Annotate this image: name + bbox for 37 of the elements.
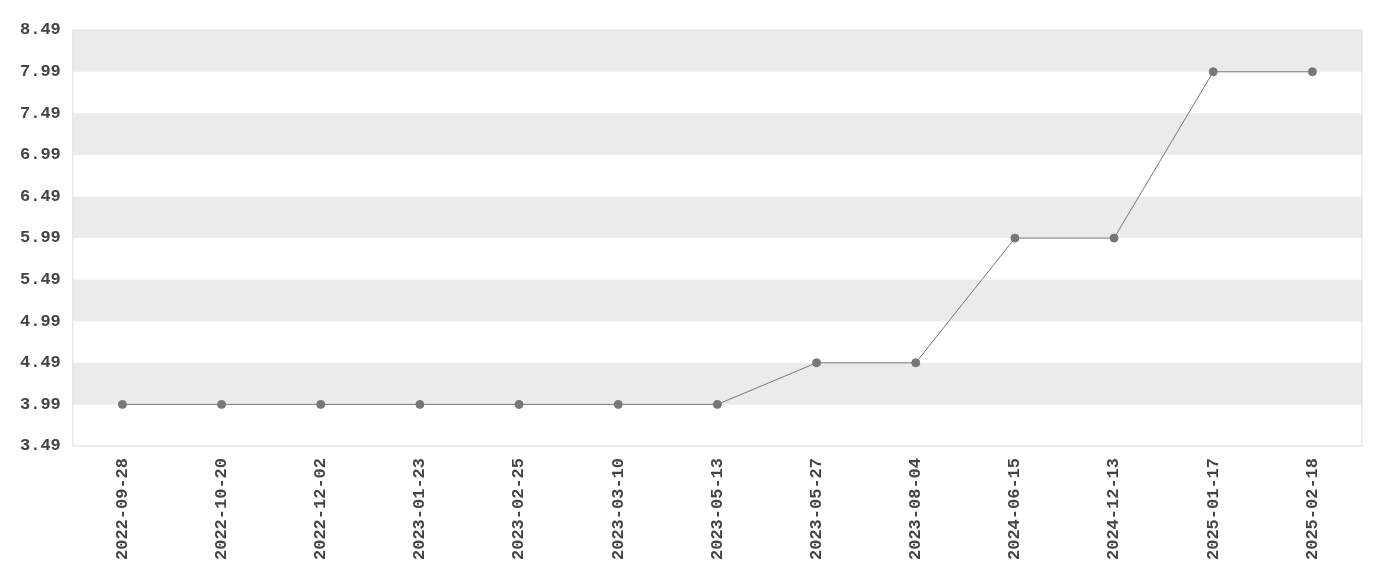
y-tick-label: 7.49 [19,103,61,123]
y-tick-label: 8.49 [19,20,61,40]
x-tick-label: 2023-02-25 [509,457,529,561]
point [613,399,623,409]
point [712,399,722,409]
point [1307,67,1317,77]
y-tick-label: 7.99 [19,62,61,82]
point [812,358,822,368]
point [911,358,921,368]
point [1208,67,1218,77]
x-tick-label: 2023-03-10 [608,457,628,561]
point [1010,233,1020,243]
x-tick-label: 2022-09-28 [112,457,132,561]
x-tick-label: 2022-12-02 [311,457,331,561]
point [117,399,127,409]
x-tick-label: 2025-02-18 [1302,457,1322,561]
point [1109,233,1119,243]
y-tick-label: 4.49 [19,353,61,373]
y-tick-label: 5.99 [19,228,61,248]
x-tick-label: 2023-05-13 [707,457,727,561]
point [217,399,227,409]
x-tick-label: 2024-12-13 [1104,457,1124,561]
y-tick-label: 5.49 [19,269,61,289]
point [415,399,425,409]
x-tick-label: 2023-08-04 [906,457,926,561]
y-tick-label: 4.99 [19,311,61,331]
y-tick-label: 3.49 [19,436,61,456]
x-tick-label: 2023-05-27 [806,457,826,561]
x-tick-label: 2025-01-17 [1203,457,1223,561]
x-tick-label: 2024-06-15 [1005,457,1025,561]
y-tick-label: 6.49 [19,186,61,206]
point [514,399,524,409]
y-tick-label: 3.99 [19,394,61,414]
y-tick-label: 6.99 [19,145,61,165]
point [316,399,326,409]
x-tick-label: 2023-01-23 [410,457,430,561]
x-tick-label: 2022-10-20 [211,457,231,561]
